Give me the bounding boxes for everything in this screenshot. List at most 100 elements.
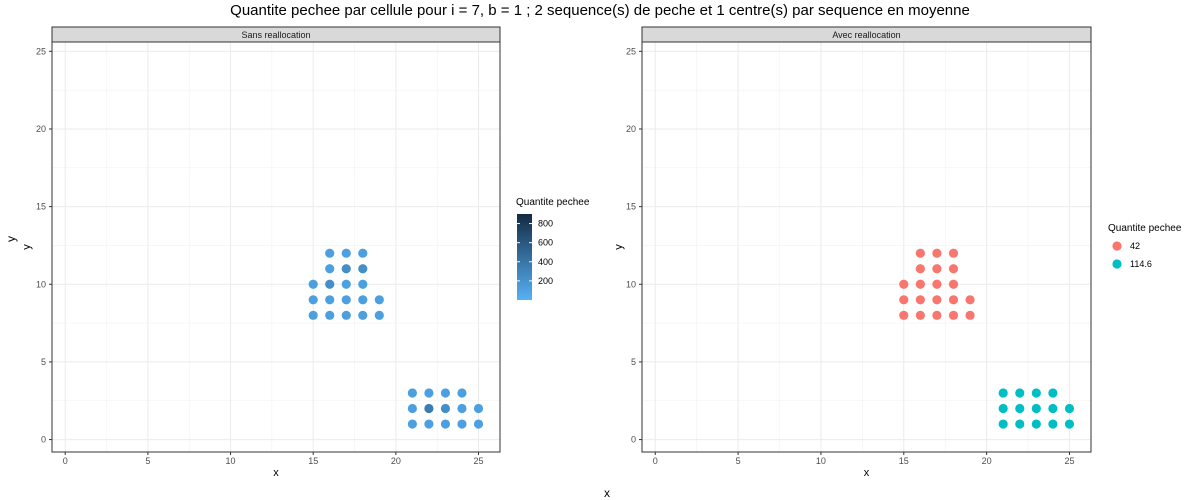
data-point: [1031, 388, 1041, 398]
data-point: [341, 279, 351, 289]
data-point: [1048, 388, 1058, 398]
data-point: [440, 388, 451, 398]
facet-strip: [51, 26, 501, 43]
data-point: [325, 295, 335, 305]
data-point: [1048, 419, 1058, 429]
data-point: [374, 310, 384, 320]
data-points: [899, 248, 1075, 429]
data-point: [407, 419, 417, 429]
data-point: [915, 295, 925, 305]
y-axis-title: y: [613, 244, 625, 250]
data-points: [308, 248, 484, 429]
data-point: [308, 310, 318, 320]
data-point: [325, 248, 335, 258]
y-tick-label: 25: [626, 46, 636, 56]
data-point: [1015, 388, 1025, 398]
y-tick-label: 10: [36, 279, 46, 289]
data-point: [457, 388, 467, 398]
data-point: [932, 264, 942, 274]
panel-avec-reallocation: Avec reallocation 0 5 10 15 20 25 0 5 10 15 20 25 x y Q…: [613, 26, 1182, 479]
data-point: [341, 248, 351, 258]
data-point: [1064, 419, 1075, 429]
legend-title: Quantite pechee: [1108, 223, 1182, 234]
data-point: [915, 248, 925, 258]
x-tick-label: 15: [308, 456, 318, 466]
colorbar-tick-label: 600: [538, 238, 553, 248]
legend-title: Quantite pechee: [516, 197, 590, 208]
plot-background: [52, 42, 500, 452]
data-point: [965, 310, 975, 320]
data-point: [948, 310, 959, 320]
data-point: [915, 264, 925, 274]
data-point: [341, 310, 351, 320]
data-point: [374, 295, 384, 305]
legend: Quantite pechee 200 400 600 800: [516, 197, 590, 300]
y-tick-label: 15: [36, 202, 46, 212]
facet-strip-label: Avec reallocation: [832, 30, 900, 40]
y-tick-label: 20: [626, 124, 636, 134]
data-point: [325, 264, 335, 274]
x-tick-label: 15: [899, 456, 909, 466]
data-point: [358, 279, 368, 289]
y-tick-label: 5: [631, 357, 636, 367]
data-point: [424, 388, 434, 398]
colorbar-tick-label: 200: [538, 276, 553, 286]
data-point: [948, 248, 959, 258]
y-axis-title: y: [21, 244, 33, 250]
x-axis-title: x: [273, 467, 279, 479]
y-tick-label: 0: [41, 435, 46, 445]
colorbar-tick-label: 400: [538, 257, 553, 267]
y-tick-label: 20: [36, 124, 46, 134]
x-tick-label: 0: [653, 456, 658, 466]
data-point: [424, 419, 434, 429]
data-point: [948, 295, 959, 305]
data-point: [341, 264, 351, 274]
y-tick-label: 5: [41, 357, 46, 367]
data-point: [407, 388, 417, 398]
data-point: [1015, 403, 1025, 414]
chart-title: Quantite pechee par cellule pour i = 7, …: [230, 2, 970, 19]
data-point: [932, 248, 942, 258]
data-point: [998, 419, 1008, 429]
data-point: [998, 403, 1008, 414]
data-point: [965, 295, 975, 305]
data-point: [932, 279, 942, 289]
data-point: [358, 295, 368, 305]
data-point: [899, 295, 909, 305]
x-tick-label: 20: [391, 456, 401, 466]
data-point: [948, 264, 959, 274]
x-tick-label: 20: [982, 456, 992, 466]
data-point: [932, 310, 942, 320]
data-point: [325, 310, 335, 320]
data-point: [325, 279, 335, 289]
data-point: [358, 264, 368, 274]
colorbar-tick-label: 800: [538, 219, 553, 229]
legend-label: 42: [1130, 241, 1140, 251]
x-tick-label: 10: [226, 456, 236, 466]
x-tick-label: 5: [145, 456, 150, 466]
data-point: [915, 310, 925, 320]
facet-strip: [641, 26, 1092, 43]
panel-sans-reallocation: Sans reallocation 0 5 10 15 20 25 0 5 10 15 20 25 x y Q…: [21, 26, 590, 479]
data-point: [1048, 403, 1058, 414]
data-point: [899, 279, 909, 289]
data-point: [932, 295, 942, 305]
facet-strip-label: Sans reallocation: [241, 30, 310, 40]
data-point: [440, 403, 451, 414]
data-point: [1031, 403, 1041, 414]
data-point: [457, 419, 467, 429]
data-point: [899, 310, 909, 320]
colorbar: [517, 214, 532, 300]
data-point: [1031, 419, 1041, 429]
x-tick-label: 10: [816, 456, 826, 466]
data-point: [440, 419, 451, 429]
outer-x-axis-label: x: [604, 486, 610, 500]
y-tick-label: 10: [626, 279, 636, 289]
data-point: [998, 388, 1008, 398]
data-point: [407, 403, 417, 414]
x-tick-label: 25: [474, 456, 484, 466]
data-point: [424, 403, 434, 414]
y-tick-label: 15: [626, 202, 636, 212]
legend-key: [1112, 241, 1122, 251]
